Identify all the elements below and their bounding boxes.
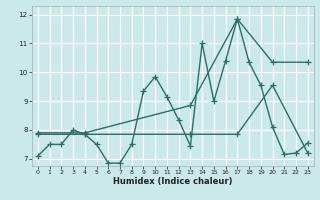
X-axis label: Humidex (Indice chaleur): Humidex (Indice chaleur) xyxy=(113,177,233,186)
